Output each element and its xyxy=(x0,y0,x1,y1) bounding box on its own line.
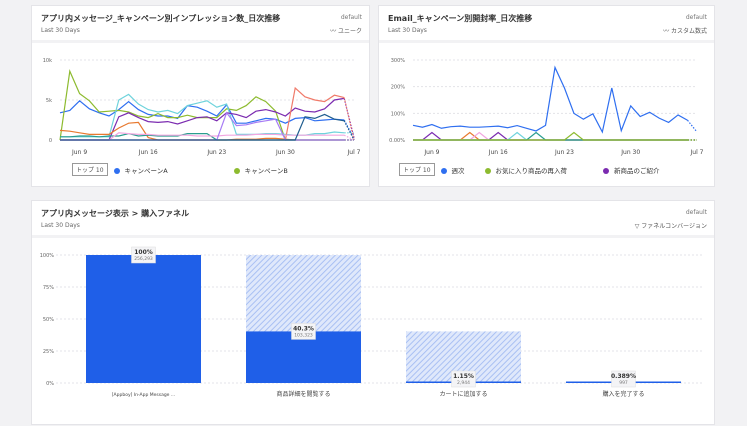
y-tick-label: 100% xyxy=(40,253,55,259)
value-label-box xyxy=(451,370,476,388)
value-label-box xyxy=(291,323,316,340)
legend-item[interactable]: キャンペーンB xyxy=(233,165,288,175)
default-label: default xyxy=(685,14,707,21)
legend-dot xyxy=(603,167,610,174)
open-rate-line-chart: 0.00% 100% 200% 300% Jun 9 Jun 16 Jun 23 Jun 30… xyxy=(389,58,704,156)
series-line xyxy=(413,131,688,141)
legend-dot xyxy=(440,167,447,174)
series-partial-segment xyxy=(343,120,355,141)
count-label: 997 xyxy=(619,380,628,386)
series-line xyxy=(412,65,688,134)
card-title: Email_キャンペーン別開封率_日次推移 xyxy=(388,14,533,23)
series-line xyxy=(413,131,688,141)
legend-dot xyxy=(233,167,240,174)
funnel-icon: ▽ xyxy=(634,223,642,230)
series-partial-segment xyxy=(343,97,355,141)
series-line xyxy=(60,113,345,141)
category-label: 購入を完了する xyxy=(602,390,644,398)
default-label: default xyxy=(340,14,362,21)
y-tick-label: 200% xyxy=(391,85,406,91)
trend-icon: 〰 xyxy=(663,28,671,35)
x-tick-label: Jun 23 xyxy=(554,149,574,156)
card-title: アプリ内メッセージ表示 > 購入ファネル xyxy=(41,209,190,218)
x-tick-label: Jun 30 xyxy=(620,149,640,156)
y-tick-label: 75% xyxy=(43,285,54,291)
y-tick-label: 10k xyxy=(43,58,52,64)
series-line xyxy=(413,131,688,141)
category-label: カートに追加する xyxy=(439,390,487,398)
funnel-card: アプリ内メッセージ表示 > 購入ファネル Last 30 Days defaul… xyxy=(31,200,715,425)
impressions-line-chart: 0 5k 10k Jun 9 Jun 16 Jun 23 Jun 30 Jul 7 xyxy=(43,58,361,156)
y-tick-label: 50% xyxy=(43,317,54,323)
percent-label: 0.389% xyxy=(611,373,636,380)
email-open-rate-card: Email_キャンペーン別開封率_日次推移 Last 30 Days defau… xyxy=(378,5,715,187)
percent-label: 40.3% xyxy=(293,325,314,332)
legend-dot xyxy=(484,167,491,174)
funnel-bar-chart: 0%25%50%75%100% 100%256,293[Appboy] In-Ap… xyxy=(40,246,702,398)
impressions-card: アプリ内メッセージ_キャンペーン別インプレッション数_日次推移 Last 30 … xyxy=(31,5,370,187)
conversion-bar xyxy=(86,255,201,383)
series-partial-segment xyxy=(687,119,698,133)
default-label: default xyxy=(685,209,707,216)
y-tick-label: 300% xyxy=(391,58,406,64)
y-tick-label: 0.00% xyxy=(389,138,405,144)
x-tick-label: Jul 7 xyxy=(347,149,361,156)
series-line xyxy=(413,131,688,141)
top-10-badge[interactable]: トップ 10 xyxy=(399,163,435,176)
x-tick-label: Jun 16 xyxy=(488,149,508,156)
value-label-box xyxy=(131,246,156,264)
date-range: Last 30 Days xyxy=(388,27,427,34)
card-header: アプリ内メッセージ_キャンペーン別インプレッション数_日次推移 Last 30 … xyxy=(32,6,369,43)
metric-mode[interactable]: 〰 ユニーク xyxy=(330,28,362,35)
card-header: アプリ内メッセージ表示 > 購入ファネル Last 30 Days defaul… xyxy=(32,201,714,238)
series-line xyxy=(413,131,688,141)
legend-item[interactable]: お気に入り商品の再入荷 xyxy=(484,165,567,175)
metric-mode[interactable]: 〰 カスタム数式 xyxy=(663,28,707,35)
card-title: アプリ内メッセージ_キャンペーン別インプレッション数_日次推移 xyxy=(41,14,281,23)
category-label: 商品詳細を閲覧する xyxy=(276,390,330,398)
legend-dot xyxy=(113,167,120,174)
x-tick-label: Jul 7 xyxy=(690,149,704,156)
conversion-bar xyxy=(246,331,361,383)
percent-label: 100% xyxy=(134,249,153,256)
chart-legend: トップ 10 キャンペーンA キャンペーンB xyxy=(72,163,288,176)
count-label: 2,944 xyxy=(457,380,470,386)
y-tick-label: 0 xyxy=(49,138,52,144)
category-label: [Appboy] In-App Message ... xyxy=(112,392,175,398)
legend-item[interactable]: 新商品のご紹介 xyxy=(603,165,660,175)
legend-item[interactable]: 週次 xyxy=(440,165,465,175)
series-line xyxy=(60,93,345,138)
value-label-box xyxy=(611,370,636,388)
x-tick-label: Jun 9 xyxy=(71,149,87,156)
x-tick-label: Jun 23 xyxy=(206,149,226,156)
series-line xyxy=(413,131,688,141)
chart-legend: トップ 10 週次 お気に入り商品の再入荷 新商品のご紹介 xyxy=(399,163,660,176)
count-label: 103,323 xyxy=(294,332,313,338)
y-tick-label: 100% xyxy=(391,111,406,117)
series-line xyxy=(59,69,345,141)
y-tick-label: 5k xyxy=(46,98,52,104)
x-tick-label: Jun 30 xyxy=(275,149,295,156)
y-tick-label: 0% xyxy=(46,381,54,387)
percent-label: 1.15% xyxy=(453,373,474,380)
trend-icon: 〰 xyxy=(330,28,338,35)
card-header: Email_キャンペーン別開封率_日次推移 Last 30 Days defau… xyxy=(379,6,714,43)
x-tick-label: Jun 9 xyxy=(423,149,439,156)
series-partial-segment xyxy=(343,134,355,141)
top-10-badge[interactable]: トップ 10 xyxy=(72,163,108,176)
series-line xyxy=(59,99,345,124)
date-range: Last 30 Days xyxy=(41,222,80,229)
legend-item[interactable]: キャンペーンA xyxy=(113,165,168,175)
metric-mode[interactable]: ▽ ファネルコンバージョン xyxy=(634,223,707,230)
y-tick-label: 25% xyxy=(43,349,54,355)
date-range: Last 30 Days xyxy=(41,27,80,34)
count-label: 256,293 xyxy=(134,256,153,262)
x-tick-label: Jun 16 xyxy=(138,149,158,156)
